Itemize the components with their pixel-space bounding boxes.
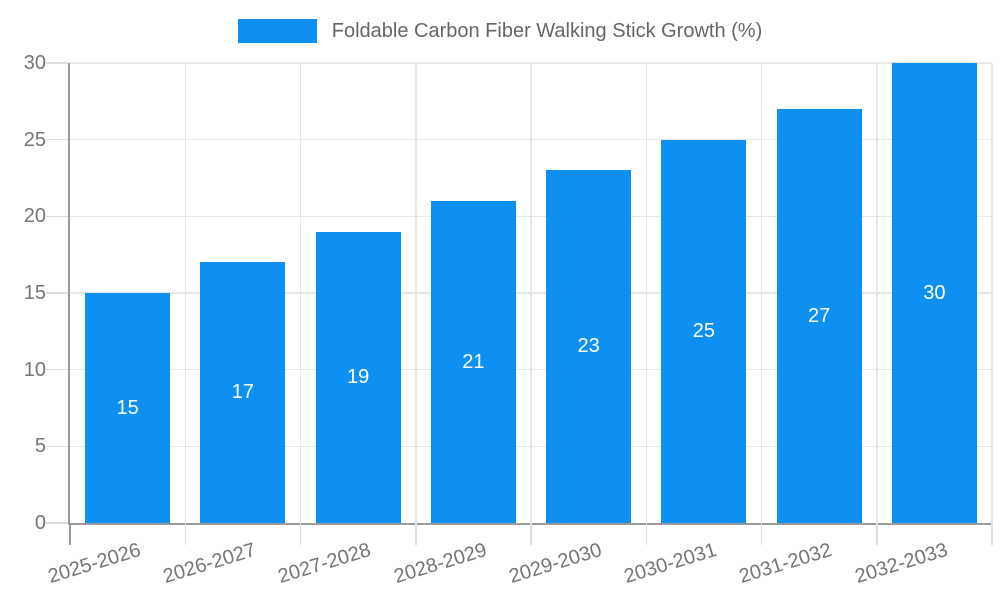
y-axis-tick — [46, 445, 68, 448]
x-axis-tick-label: 2027-2028 — [275, 538, 374, 588]
plot-area: 15 17 19 21 23 25 27 30 — [46, 62, 993, 545]
x-gridline — [991, 63, 993, 523]
y-axis-tick-label: 15 — [23, 282, 46, 304]
bar: 30 — [891, 63, 977, 523]
x-gridline — [876, 63, 878, 523]
bar-value-label: 15 — [116, 396, 139, 419]
x-axis-tick-label: 2030-2031 — [621, 538, 720, 588]
bar-value-label: 23 — [577, 335, 600, 358]
bar-value-label: 27 — [808, 304, 831, 327]
x-axis-tick-label: 2031-2032 — [736, 538, 835, 588]
x-gridline — [415, 63, 417, 523]
y-axis-tick — [46, 368, 68, 371]
y-axis-tick-label: 10 — [23, 358, 46, 381]
x-axis-tick — [299, 523, 302, 545]
x-gridline — [299, 63, 302, 523]
x-gridline — [645, 63, 647, 523]
x-axis-tick — [415, 523, 417, 545]
x-axis-tick-label: 2029-2030 — [506, 538, 605, 588]
y-axis-tick-label: 30 — [23, 52, 46, 74]
y-axis-tick — [46, 522, 68, 524]
bar-value-label: 17 — [231, 381, 254, 404]
bar: 25 — [661, 139, 747, 523]
bar: 21 — [430, 201, 516, 523]
x-axis-tick-label: 2025-2026 — [45, 538, 144, 588]
bar: 19 — [315, 231, 401, 523]
y-axis-tick-label: 5 — [34, 435, 46, 458]
bar-value-label: 25 — [692, 319, 715, 342]
y-axis-tick — [46, 62, 68, 64]
legend-swatch-icon — [237, 19, 317, 43]
bar-value-label: 19 — [347, 365, 370, 388]
y-axis-tick — [46, 215, 68, 218]
bar: 23 — [546, 170, 632, 523]
x-axis-tick — [760, 523, 763, 545]
y-axis-tick-label: 0 — [34, 512, 46, 534]
x-axis-tick — [876, 523, 878, 545]
bar-value-label: 30 — [923, 281, 946, 304]
x-axis-tick — [184, 523, 186, 545]
x-axis-tick — [645, 523, 647, 545]
x-gridline — [530, 63, 532, 523]
chart-legend[interactable]: Foldable Carbon Fiber Walking Stick Grow… — [0, 19, 1000, 43]
bar: 17 — [200, 262, 286, 523]
y-axis-tick — [46, 292, 68, 294]
bar-value-label: 21 — [462, 350, 485, 373]
x-axis-tick — [530, 523, 532, 545]
bar: 15 — [85, 293, 171, 523]
x-axis-tick-label: 2032-2033 — [852, 538, 951, 588]
y-axis-tick-label: 20 — [23, 205, 46, 228]
x-axis-tick-label: 2026-2027 — [160, 538, 259, 588]
y-axis-tick — [46, 138, 68, 141]
x-axis-tick — [69, 523, 72, 545]
y-axis-tick-label: 25 — [23, 128, 46, 151]
bar: 27 — [776, 109, 862, 523]
x-gridline — [184, 63, 186, 523]
legend-label: Foldable Carbon Fiber Walking Stick Grow… — [331, 20, 763, 42]
x-gridline — [760, 63, 763, 523]
x-axis-tick — [991, 523, 993, 545]
x-axis-tick-label: 2028-2029 — [391, 538, 490, 588]
